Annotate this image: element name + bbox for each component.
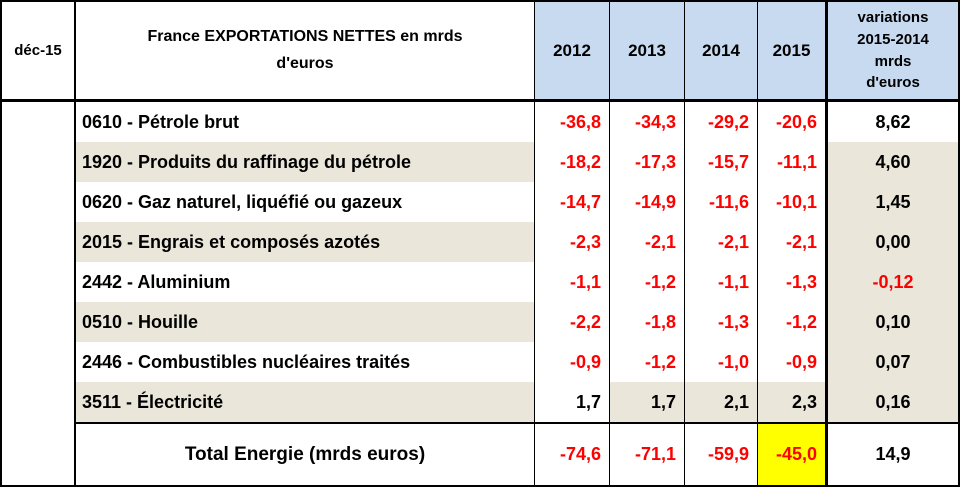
value-cell-2014: -15,7 xyxy=(685,142,758,182)
row-label: 0610 - Pétrole brut xyxy=(76,102,535,142)
row-label: 0620 - Gaz naturel, liquéfié ou gazeux xyxy=(76,182,535,222)
value-cell-2014: -1,0 xyxy=(685,342,758,382)
total-cell-2012: -74,6 xyxy=(535,422,610,485)
total-cell-2013: -71,1 xyxy=(610,422,685,485)
value-cell-2014: -1,1 xyxy=(685,262,758,302)
value-cell-2015: -1,2 xyxy=(758,302,828,342)
value-cell-2015: -1,3 xyxy=(758,262,828,302)
table-title: France EXPORTATIONS NETTES en mrds d'eur… xyxy=(76,2,535,102)
variation-cell: 0,16 xyxy=(828,382,958,422)
value-cell-2013: -2,1 xyxy=(610,222,685,262)
row-label: 2446 - Combustibles nucléaires traités xyxy=(76,342,535,382)
value-cell-2013: -14,9 xyxy=(610,182,685,222)
total-variation-cell: 14,9 xyxy=(828,422,958,485)
row-label: 2015 - Engrais et composés azotés xyxy=(76,222,535,262)
value-cell-2012: -18,2 xyxy=(535,142,610,182)
date-cell: déc-15 xyxy=(2,2,76,102)
value-cell-2014: -2,1 xyxy=(685,222,758,262)
row-label: 2442 - Aluminium xyxy=(76,262,535,302)
value-cell-2015: -20,6 xyxy=(758,102,828,142)
value-cell-2015: -11,1 xyxy=(758,142,828,182)
value-cell-2012: -14,7 xyxy=(535,182,610,222)
value-cell-2014: -29,2 xyxy=(685,102,758,142)
value-cell-2014: 2,1 xyxy=(685,382,758,422)
variation-cell: -0,12 xyxy=(828,262,958,302)
value-cell-2012: 1,7 xyxy=(535,382,610,422)
value-cell-2013: -1,2 xyxy=(610,262,685,302)
col-header-2013: 2013 xyxy=(610,2,685,102)
value-cell-2012: -36,8 xyxy=(535,102,610,142)
value-cell-2015: -2,1 xyxy=(758,222,828,262)
col-header-2015: 2015 xyxy=(758,2,828,102)
left-margin-cell xyxy=(2,102,76,485)
col-header-2014: 2014 xyxy=(685,2,758,102)
value-cell-2013: -17,3 xyxy=(610,142,685,182)
value-cell-2015: -0,9 xyxy=(758,342,828,382)
total-cell-2014: -59,9 xyxy=(685,422,758,485)
row-label: 1920 - Produits du raffinage du pétrole xyxy=(76,142,535,182)
total-cell-2015-highlighted: -45,0 xyxy=(758,422,828,485)
variation-cell: 4,60 xyxy=(828,142,958,182)
row-label: 3511 - Électricité xyxy=(76,382,535,422)
value-cell-2013: -34,3 xyxy=(610,102,685,142)
variation-cell: 0,00 xyxy=(828,222,958,262)
variation-cell: 0,10 xyxy=(828,302,958,342)
variation-cell: 1,45 xyxy=(828,182,958,222)
col-header-variations: variations 2015-2014 mrds d'euros xyxy=(828,2,958,102)
value-cell-2013: -1,2 xyxy=(610,342,685,382)
value-cell-2012: -2,2 xyxy=(535,302,610,342)
value-cell-2012: -1,1 xyxy=(535,262,610,302)
row-label: 0510 - Houille xyxy=(76,302,535,342)
value-cell-2013: -1,8 xyxy=(610,302,685,342)
value-cell-2014: -11,6 xyxy=(685,182,758,222)
value-cell-2012: -2,3 xyxy=(535,222,610,262)
variation-cell: 0,07 xyxy=(828,342,958,382)
value-cell-2015: -10,1 xyxy=(758,182,828,222)
value-cell-2013: 1,7 xyxy=(610,382,685,422)
total-label: Total Energie (mrds euros) xyxy=(76,422,535,485)
value-cell-2014: -1,3 xyxy=(685,302,758,342)
col-header-2012: 2012 xyxy=(535,2,610,102)
variation-cell: 8,62 xyxy=(875,111,911,132)
value-cell-2015: 2,3 xyxy=(758,382,828,422)
value-cell-2012: -0,9 xyxy=(535,342,610,382)
